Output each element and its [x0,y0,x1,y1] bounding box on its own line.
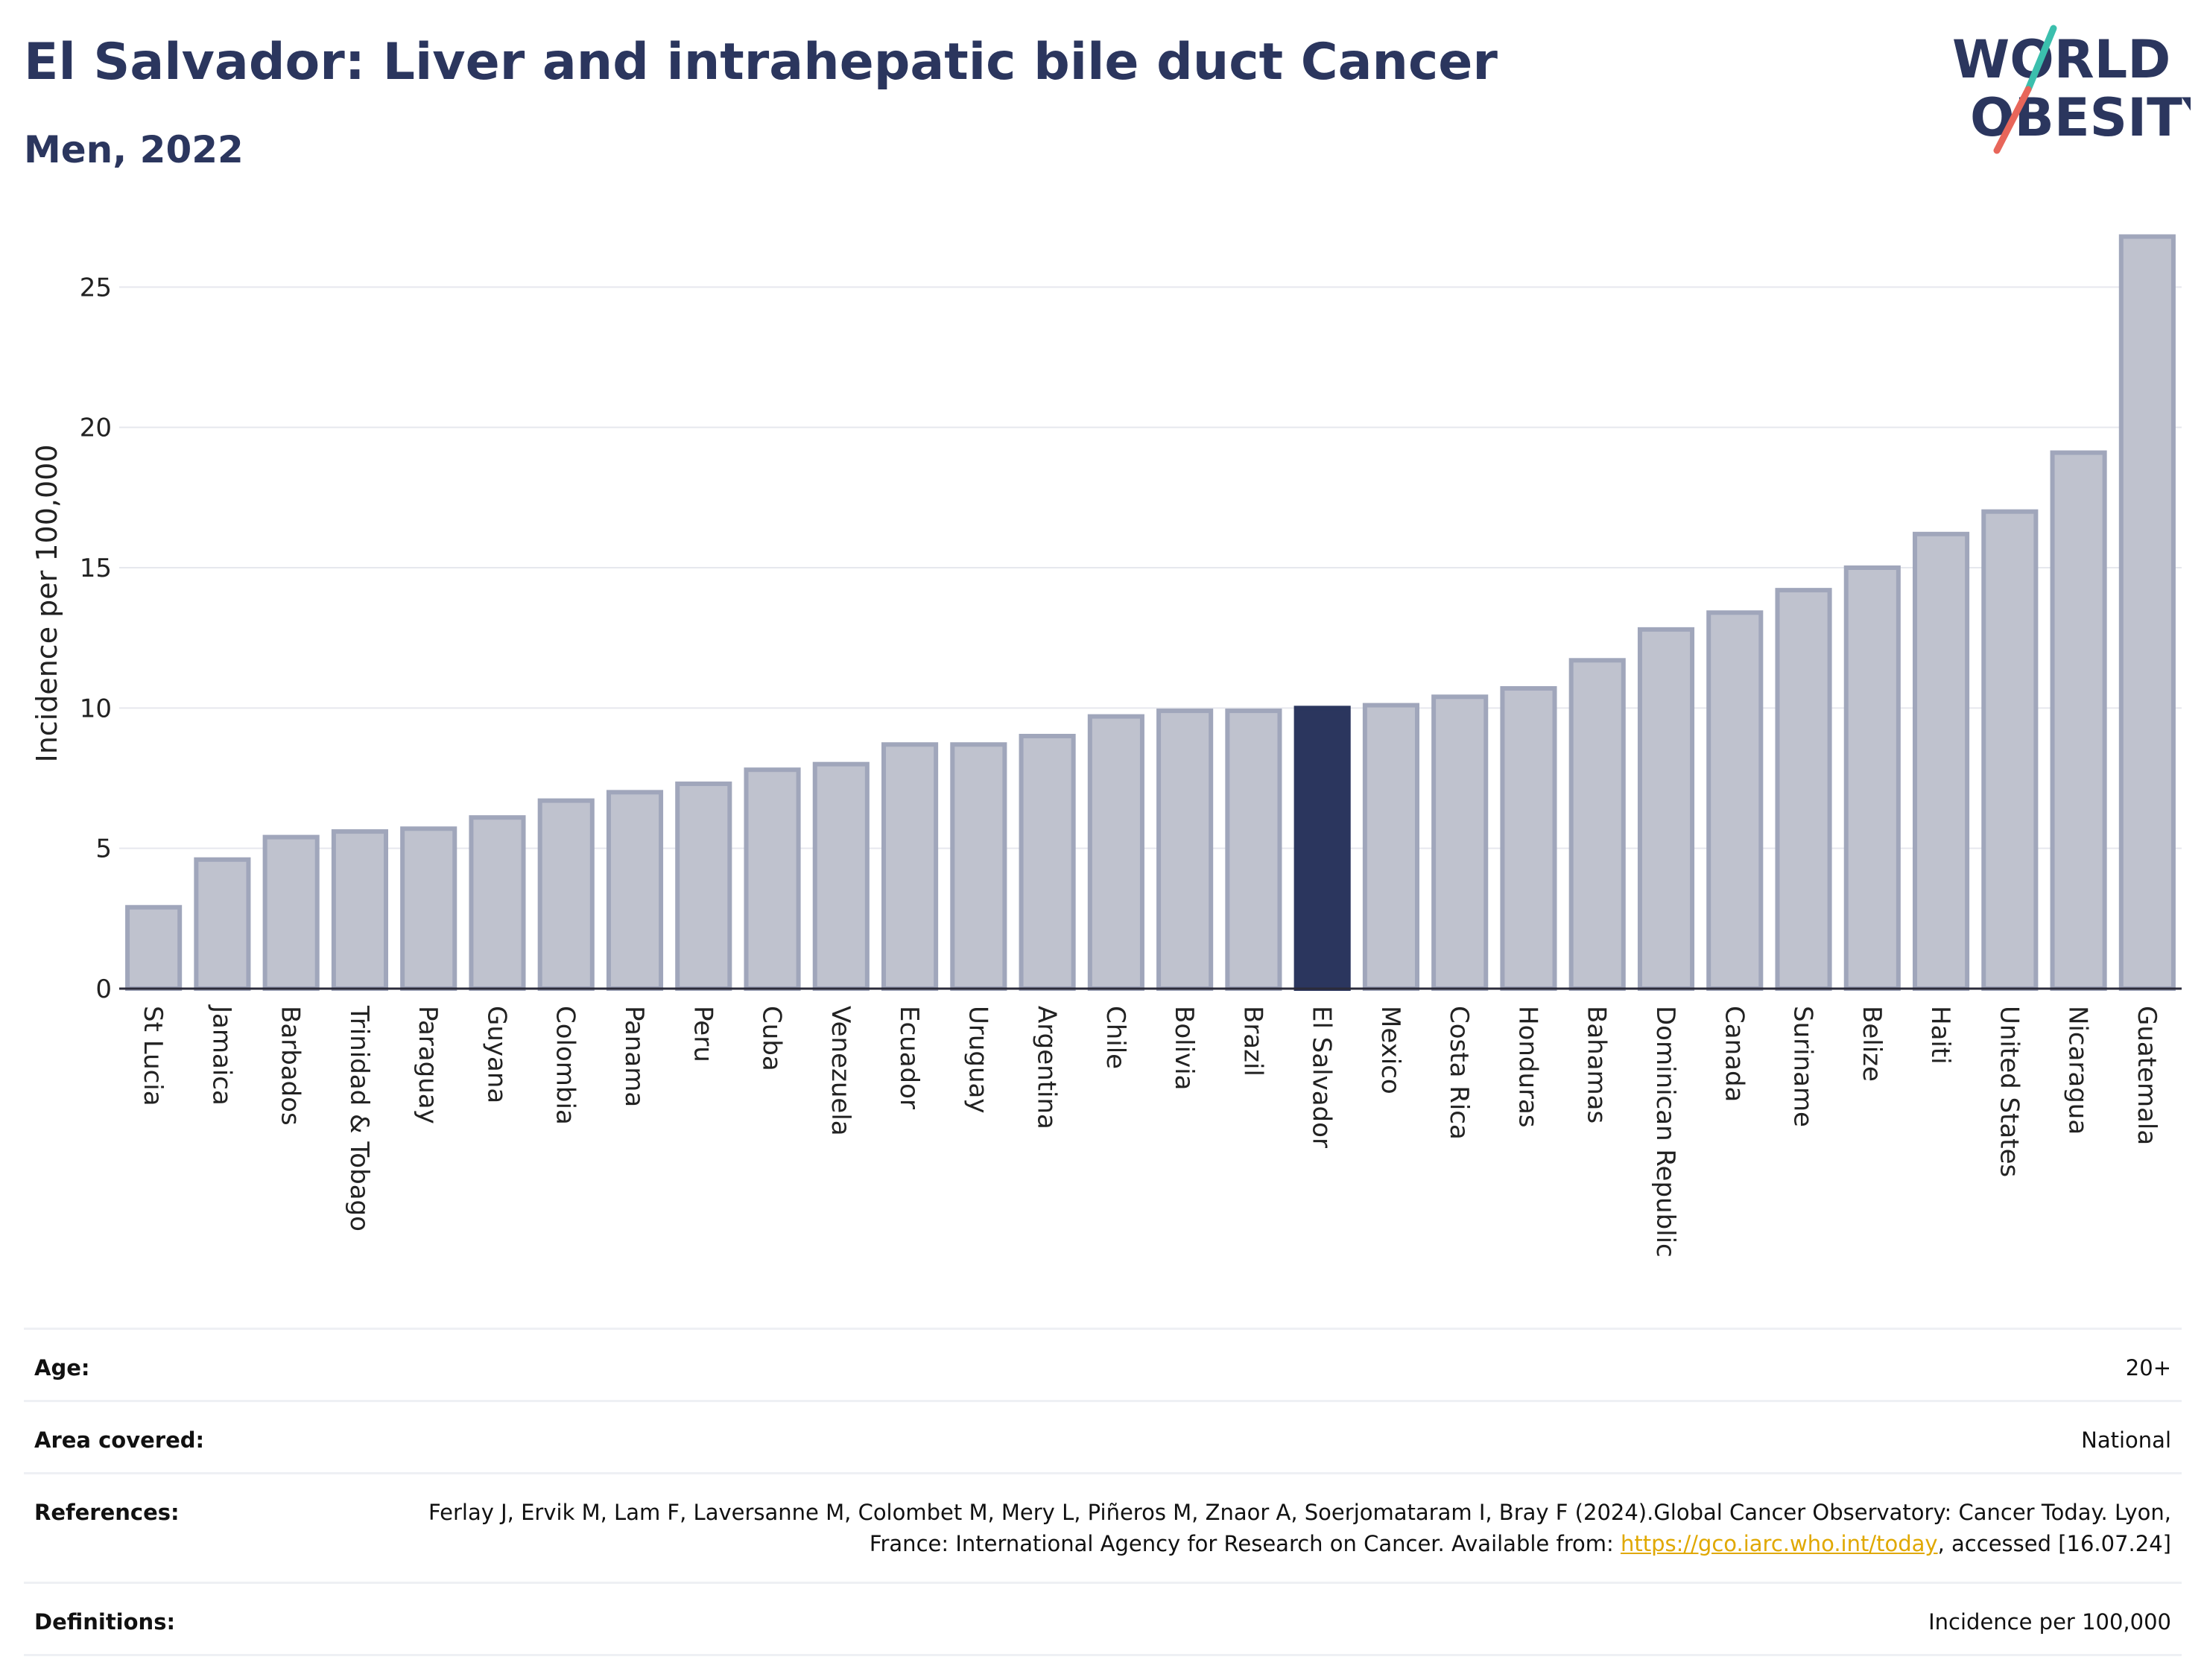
bar-haiti [1913,531,1970,991]
metadata-table: Age: 20+ Area covered: National Referenc… [24,1328,2182,1656]
bar-barbados [262,834,320,991]
meta-value-definitions: Incidence per 100,000 [1928,1609,2171,1635]
meta-row-age: Age: 20+ [24,1330,2182,1402]
x-tick-label: Haiti [1925,1006,1955,1065]
meta-row-definitions: Definitions: Incidence per 100,000 [24,1584,2182,1656]
x-tick-label: Honduras [1513,1006,1542,1128]
bar-bolivia [1156,709,1214,991]
x-tick-label: Suriname [1788,1006,1818,1127]
y-tick-label: 20 [80,413,112,443]
x-tick-label: Belize [1857,1006,1887,1082]
meta-value-references: Ferlay J, Ervik M, Lam F, Laversanne M, … [383,1497,2171,1559]
x-tick-label: Costa Rica [1444,1006,1474,1140]
bar-chart: 0 5 10 15 20 25 St Lucia Jamaica Barbados Trinid… [31,234,2182,1258]
x-tick-label: El Salvador [1307,1006,1337,1148]
bar-mexico [1362,703,1419,991]
bar-guyana [469,815,526,991]
y-tick-label: 25 [80,273,112,302]
x-tick-label: Uruguay [963,1006,992,1114]
bar-peru [675,782,732,991]
bar-jamaica [194,857,251,991]
bar-argentina [1019,734,1076,991]
y-tick-label: 0 [95,974,112,1004]
x-tick-label: Guatemala [2132,1006,2162,1145]
x-tick-label: Chile [1101,1006,1130,1069]
x-tick-label: Panama [619,1006,649,1107]
logo-slash-bottom [1993,86,2032,154]
y-tick-label: 5 [95,834,112,864]
bar-brazil [1225,709,1282,991]
meta-value-area: National [2081,1427,2171,1453]
x-tick-label: Venezuela [826,1006,855,1136]
x-tick-label: Paraguay [413,1006,443,1124]
x-tick-label: Trinidad & Tobago [344,1005,374,1232]
y-tick-labels: 0 5 10 15 20 25 [80,273,112,1004]
bar-dominican-republic [1637,627,1695,991]
meta-key-area: Area covered: [34,1427,205,1453]
bar-canada [1706,610,1764,991]
x-tick-label: Bolivia [1169,1006,1199,1090]
meta-value-age: 20+ [2125,1355,2171,1381]
x-tick-label: Argentina [1032,1006,1062,1129]
bar-venezuela [812,761,870,991]
bar-el-salvador [1293,706,1351,991]
meta-key-references: References: [34,1500,180,1525]
x-tick-label: Nicaragua [2063,1006,2093,1135]
bar-uruguay [950,742,1007,991]
x-tick-label: Barbados [276,1006,305,1126]
meta-row-references: References: Ferlay J, Ervik M, Lam F, La… [24,1474,2182,1584]
logo-line1: WORLD [1952,29,2170,90]
bar-ecuador [881,742,939,991]
bar-guatemala [2118,234,2176,991]
x-tick-label: Bahamas [1582,1006,1612,1123]
bar-cuba [744,767,801,991]
bar-panama [606,790,664,992]
page-title: El Salvador: Liver and intrahepatic bile… [24,33,1498,92]
bar-belize [1843,565,1901,991]
x-tick-label: Jamaica [206,1004,236,1106]
y-tick-label: 10 [80,694,112,723]
x-tick-label: Colombia [551,1006,580,1125]
grid-lines [119,286,2182,849]
bar-colombia [537,798,595,991]
x-tick-labels: St Lucia Jamaica Barbados Trinidad & Tobago… [138,1004,2162,1258]
reference-accessed: , accessed [16.07.24] [1937,1531,2171,1556]
bars [119,234,2182,992]
page-subtitle: Men, 2022 [24,128,244,171]
world-obesity-logo: WORLD OBESITY [1952,25,2191,154]
x-tick-label: United States [1994,1006,2024,1177]
bar-chile [1087,714,1144,992]
meta-key-definitions: Definitions: [34,1609,176,1635]
bar-st-lucia [125,904,183,992]
x-tick-label: St Lucia [138,1006,168,1106]
bar-trinidad-tobago [331,829,388,991]
x-tick-label: Ecuador [894,1006,924,1109]
bar-bahamas [1568,658,1626,991]
x-tick-label: Cuba [757,1006,787,1071]
x-tick-label: Peru [688,1006,718,1062]
x-tick-label: Dominican Republic [1650,1006,1680,1258]
x-tick-label: Canada [1719,1006,1749,1102]
logo-slash-top [2024,25,2057,93]
bar-suriname [1775,588,1832,991]
y-axis-title: Incidence per 100,000 [31,444,63,762]
reference-link[interactable]: https://gco.iarc.who.int/today [1620,1531,1938,1556]
bar-costa-rica [1431,694,1489,991]
bar-paraguay [400,826,457,992]
meta-key-age: Age: [34,1355,90,1381]
reference-text: Ferlay J, Ervik M, Lam F, Laversanne M, … [428,1500,2171,1556]
bar-united-states [1981,509,2039,991]
y-tick-label: 15 [80,554,112,583]
x-tick-label: Mexico [1375,1006,1405,1094]
bar-honduras [1500,685,1557,991]
x-tick-label: Brazil [1238,1006,1267,1077]
x-tick-label: Guyana [481,1006,511,1103]
meta-row-area: Area covered: National [24,1402,2182,1474]
bar-nicaragua [2050,450,2107,991]
